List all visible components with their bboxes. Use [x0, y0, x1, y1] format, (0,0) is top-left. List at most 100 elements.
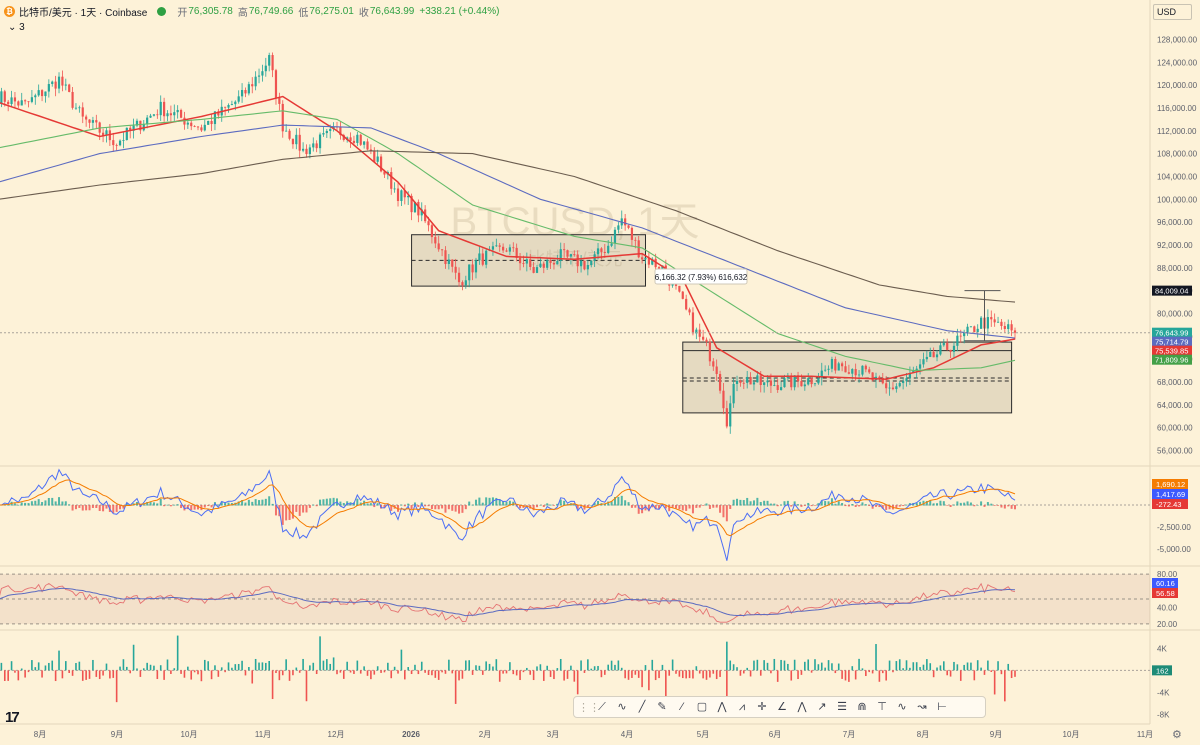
- macd-bar: [627, 502, 630, 506]
- candle-body: [379, 156, 383, 172]
- macd-bar: [58, 497, 61, 506]
- candle-body: [57, 76, 61, 89]
- angle-icon[interactable]: ∠: [777, 701, 787, 713]
- gear-icon[interactable]: ⚙: [1172, 729, 1182, 741]
- macd-bar: [498, 499, 501, 506]
- candle-body: [573, 254, 576, 255]
- candle-body: [996, 321, 1000, 323]
- candle-body: [844, 366, 847, 373]
- candle-body: [539, 263, 542, 268]
- candle-body: [156, 114, 159, 116]
- volume-bar: [271, 670, 274, 700]
- volume-bar: [804, 661, 806, 671]
- candle-body: [329, 129, 332, 131]
- macd-bar: [739, 499, 742, 506]
- volume-bar: [329, 663, 332, 671]
- candle-body: [715, 366, 718, 375]
- line-tool-icon[interactable]: ⟋: [598, 701, 606, 713]
- candle-body: [613, 229, 617, 244]
- macd-bar: [54, 501, 57, 506]
- currency-selector[interactable]: USD: [1153, 4, 1192, 20]
- trend-line-icon[interactable]: ╱: [638, 701, 646, 713]
- price-label: 71,809.96: [1155, 356, 1188, 365]
- volume-bar: [217, 670, 220, 677]
- macd-bar: [451, 505, 454, 511]
- candle-body: [13, 97, 17, 102]
- crosshair-icon[interactable]: ✛: [757, 701, 767, 713]
- volume-tick-label: 4K: [1157, 644, 1167, 653]
- candle-body: [776, 385, 779, 390]
- pencil-icon[interactable]: ✎: [657, 701, 667, 713]
- volume-bar: [820, 662, 823, 671]
- candle-body: [173, 112, 176, 116]
- rectangle-icon[interactable]: ▢: [696, 701, 708, 713]
- candle-body: [101, 132, 105, 136]
- macd-bar: [271, 503, 274, 506]
- symbol-header[interactable]: ₿ 比特币/美元 · 1天 · Coinbase 开 76,305.78 高 76,…: [4, 3, 499, 19]
- pattern-icon[interactable]: ⋀: [717, 701, 727, 713]
- volume-bar: [95, 670, 98, 677]
- time-tick-label: 7月: [843, 730, 855, 739]
- volume-bar: [119, 666, 121, 671]
- candle-body: [186, 122, 189, 125]
- path-icon[interactable]: ∿: [617, 701, 627, 713]
- rsi-line: [0, 582, 1016, 623]
- candle-body: [37, 90, 40, 96]
- candle-body: [864, 365, 867, 370]
- macd-bar: [719, 505, 722, 513]
- macd-bar: [78, 505, 81, 508]
- candle-body: [756, 375, 759, 383]
- symbol-title[interactable]: 比特币/美元 · 1天 · Coinbase: [19, 7, 148, 19]
- volume-label-bg: [1152, 665, 1172, 676]
- long-position-icon[interactable]: ⊤: [877, 701, 887, 713]
- candle-body: [366, 141, 369, 150]
- time-tick-label: 8月: [917, 730, 929, 739]
- candle-body: [746, 376, 749, 383]
- volume-bar: [743, 670, 745, 674]
- volume-bar: [936, 667, 938, 671]
- candle-body: [735, 380, 739, 385]
- volume-bar: [126, 666, 128, 671]
- elliott-icon[interactable]: ∿: [897, 701, 907, 713]
- volume-bar: [332, 657, 335, 671]
- volume-bar: [963, 664, 965, 671]
- drawing-toolbar[interactable]: ⋮⋮ ⟋ ∿ ╱ ✎ ⁄ ▢ ⋀ ⩘ ✛ ∠ ⋀ ↗ ☰ ⋒ ⊤ ∿ ↝ ⊢: [573, 696, 986, 718]
- macd-bar: [105, 505, 108, 509]
- forecast-icon[interactable]: ↝: [917, 701, 927, 713]
- volume-bar: [736, 667, 738, 671]
- volume-bar: [641, 670, 643, 688]
- candle-body: [146, 117, 149, 125]
- candle-body: [44, 91, 47, 97]
- macd-bar: [841, 502, 844, 506]
- volume-bar: [627, 670, 630, 680]
- macd-bar: [613, 497, 616, 506]
- macd-bar: [47, 497, 50, 506]
- candle-body: [722, 390, 725, 409]
- volume-bar: [48, 662, 50, 671]
- macd-bar: [942, 501, 945, 506]
- candle-body: [491, 246, 495, 250]
- date-range-icon[interactable]: ⊢: [937, 701, 947, 713]
- fib-icon[interactable]: ☰: [837, 701, 847, 713]
- candle-body: [1003, 326, 1006, 329]
- brush-icon[interactable]: ⁄: [681, 701, 683, 713]
- macd-bar: [617, 496, 620, 506]
- head-shoulders-icon[interactable]: ⋒: [857, 701, 867, 713]
- xabcd-icon[interactable]: ⩘: [738, 701, 746, 713]
- ema-line-ema100: [0, 124, 1016, 339]
- indicator-count[interactable]: ⌄ 3: [8, 22, 25, 33]
- tradingview-logo-icon[interactable]: 17: [5, 709, 20, 726]
- candle-body: [651, 258, 654, 265]
- volume-bar: [939, 665, 942, 671]
- macd-bar: [871, 505, 874, 509]
- volume-bar: [719, 670, 721, 677]
- macd-bar: [210, 505, 213, 508]
- candle-body: [505, 250, 508, 252]
- macd-bar: [112, 505, 115, 513]
- rsi-label: 60.16: [1156, 579, 1175, 588]
- arrow-icon[interactable]: ↗: [817, 701, 827, 713]
- abcd-icon[interactable]: ⋀: [797, 701, 807, 713]
- candle-body: [579, 260, 583, 267]
- drag-handle-icon[interactable]: ⋮⋮: [578, 701, 600, 714]
